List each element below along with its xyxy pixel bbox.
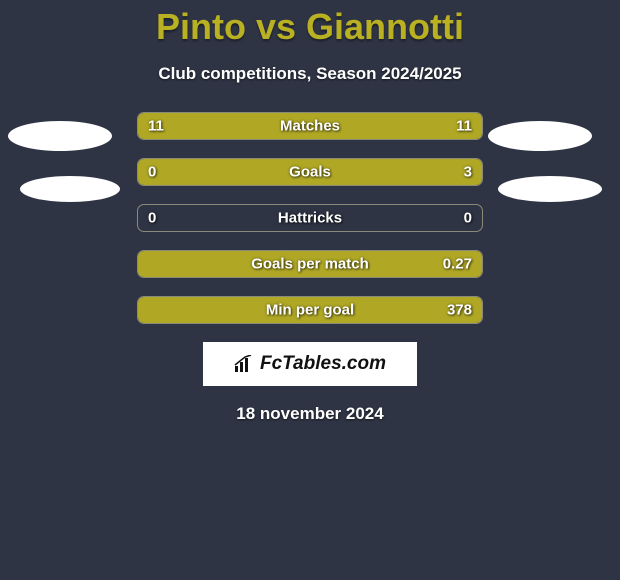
stat-value-right: 11 [456, 118, 472, 135]
stat-value-left: 0 [148, 164, 156, 181]
stat-value-right: 3 [464, 164, 472, 181]
stat-label: Matches [280, 118, 340, 135]
stat-label: Hattricks [278, 210, 342, 227]
stat-label: Goals [289, 164, 331, 181]
stat-value-right: 0.27 [443, 256, 472, 273]
avatar-right-2 [498, 176, 602, 202]
badge-text: FcTables.com [260, 353, 386, 375]
source-badge[interactable]: FcTables.com [203, 342, 417, 386]
comparison-bars: 11 11 Matches 0 3 Goals 0 0 Hattricks 0.27 Goals p… [137, 112, 483, 324]
stat-row: 0 0 Hattricks [137, 204, 483, 232]
avatar-right-1 [488, 121, 592, 151]
stat-value-left: 11 [148, 118, 164, 135]
stat-row: 378 Min per goal [137, 296, 483, 324]
avatar-left-1 [8, 121, 112, 151]
stat-value-right: 0 [464, 210, 472, 227]
chart-icon [234, 355, 254, 373]
stat-row: 0 3 Goals [137, 158, 483, 186]
date-label: 18 november 2024 [0, 404, 620, 424]
avatar-left-2 [20, 176, 120, 202]
stat-value-left: 0 [148, 210, 156, 227]
stat-label: Goals per match [251, 256, 369, 273]
page-subtitle: Club competitions, Season 2024/2025 [0, 64, 620, 84]
comparison-content: 11 11 Matches 0 3 Goals 0 0 Hattricks 0.27 Goals p… [0, 112, 620, 424]
stat-row: 0.27 Goals per match [137, 250, 483, 278]
stat-label: Min per goal [266, 302, 354, 319]
stat-row: 11 11 Matches [137, 112, 483, 140]
page-title: Pinto vs Giannotti [0, 0, 620, 48]
stat-value-right: 378 [447, 302, 472, 319]
